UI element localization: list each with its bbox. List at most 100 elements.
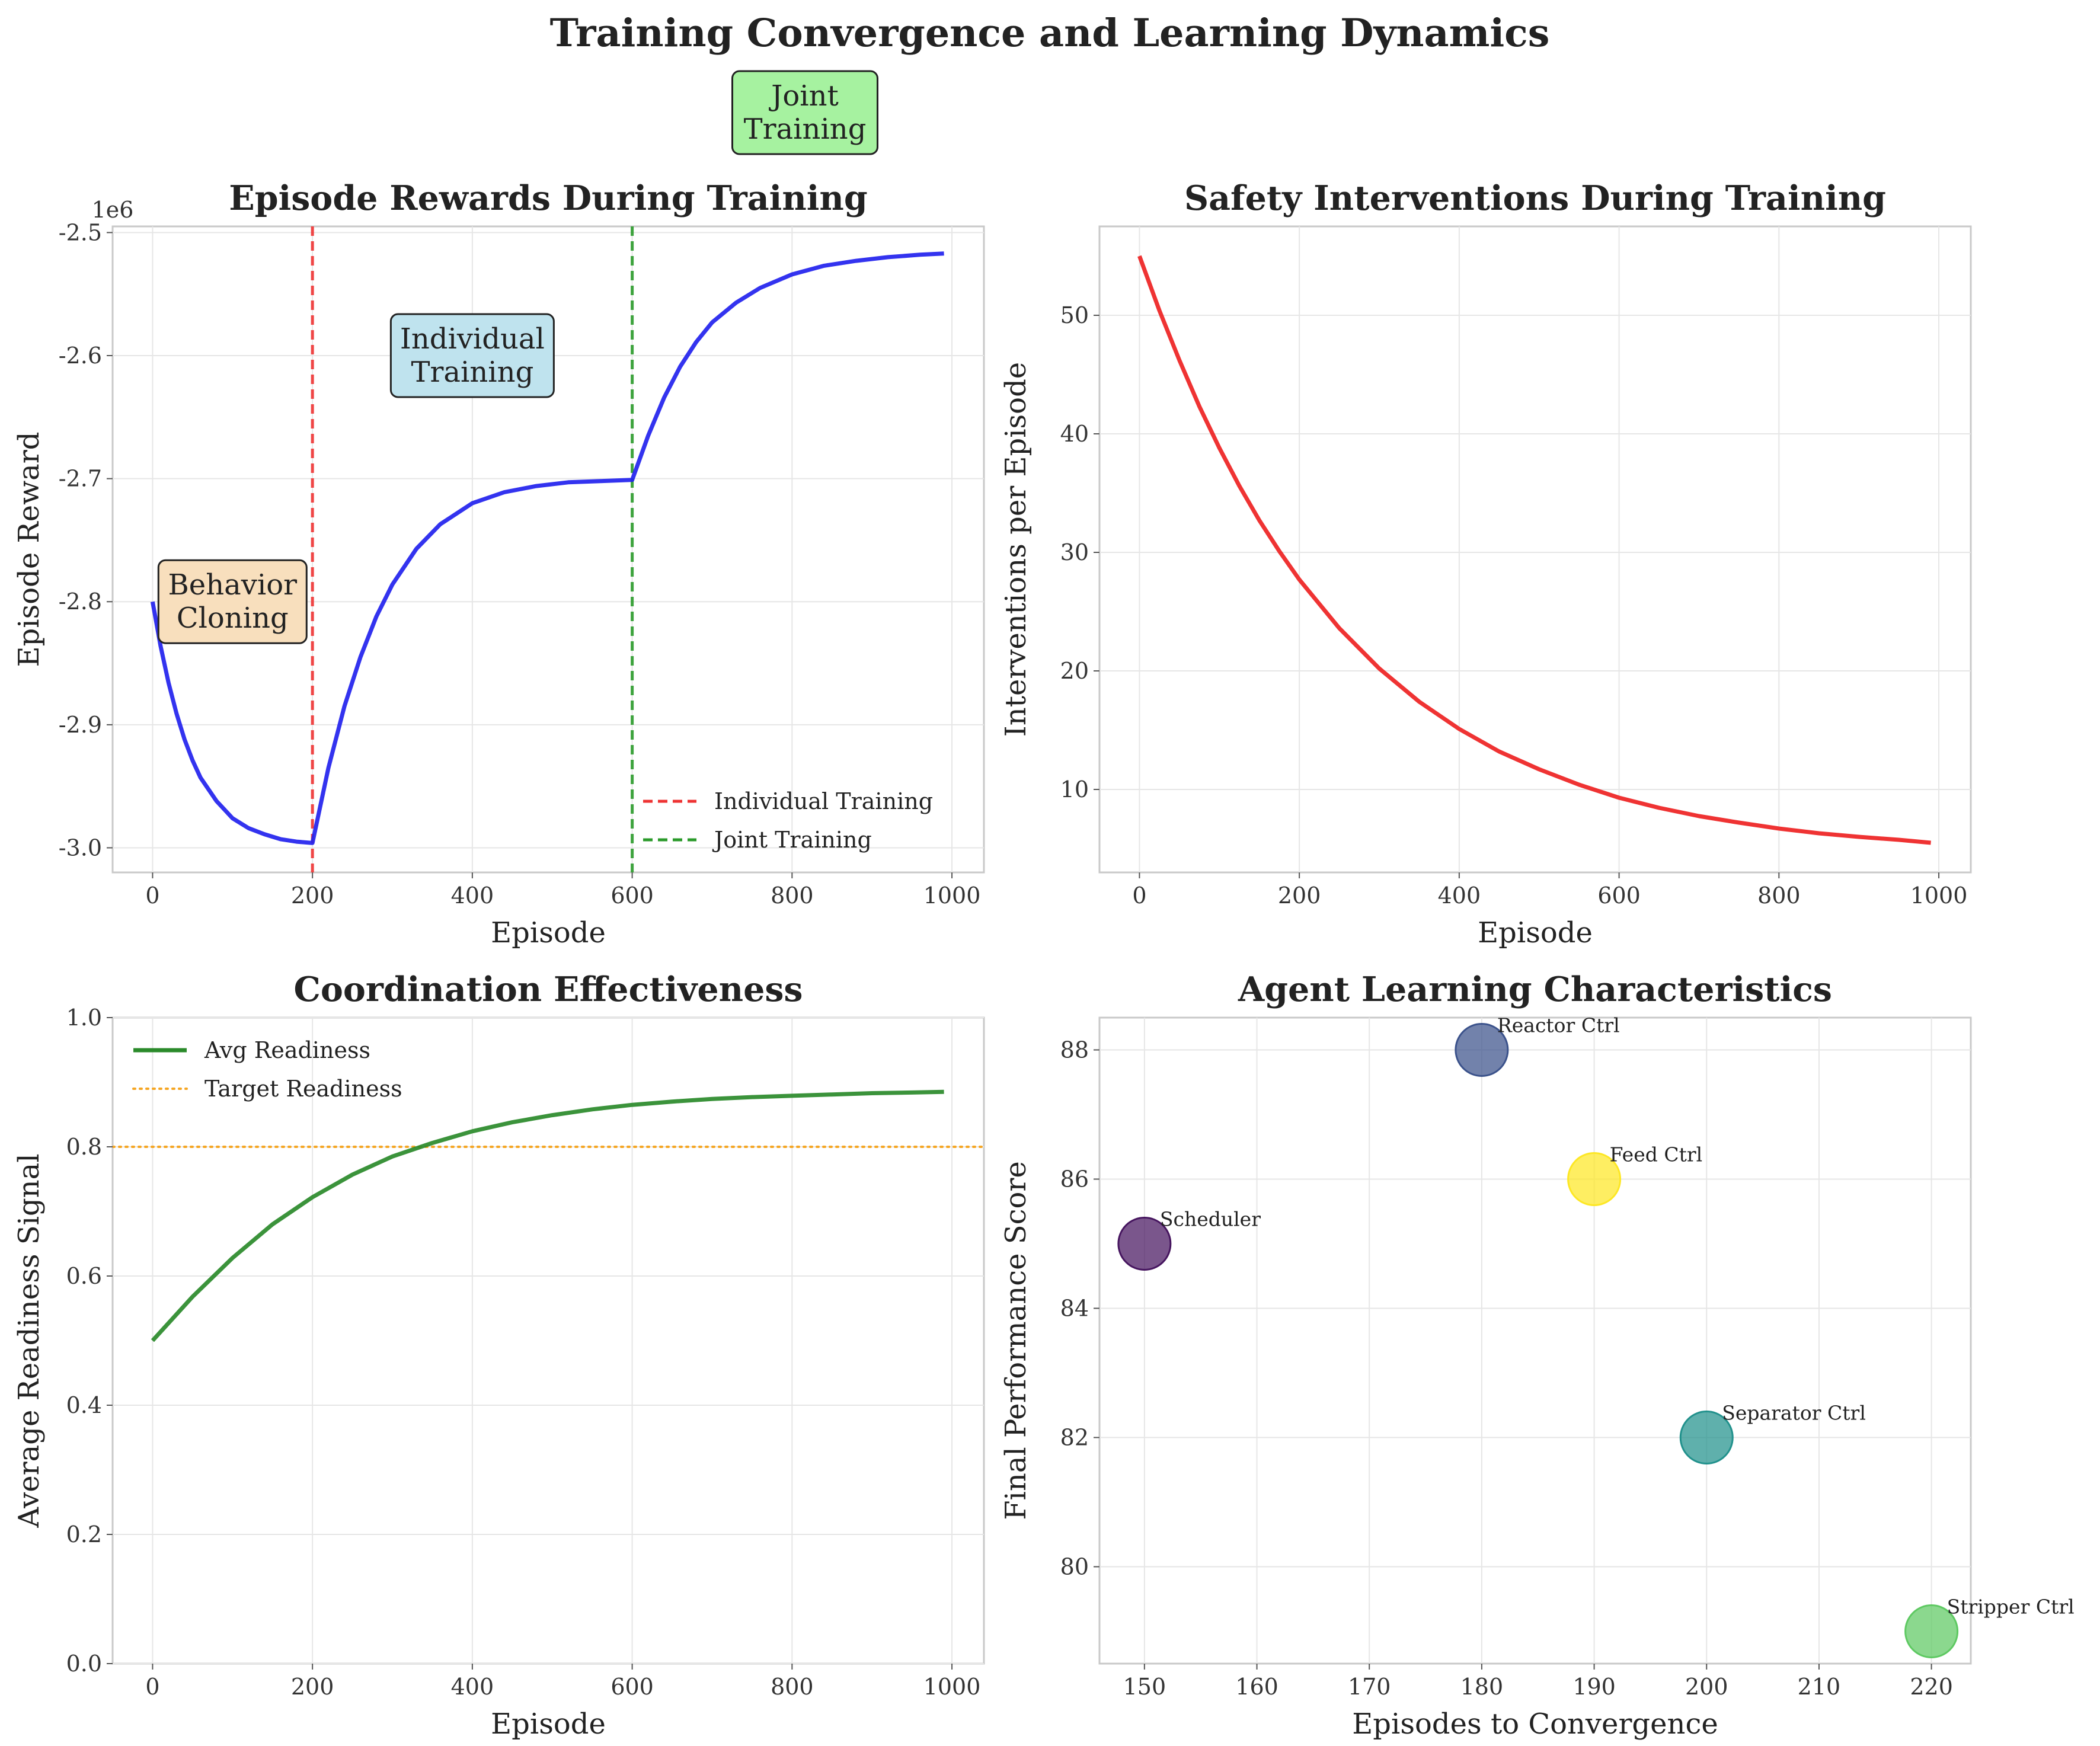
y-tick-label: 0.8 <box>66 1134 102 1160</box>
panel-title: Safety Interventions During Training <box>1184 178 1886 218</box>
y-tick-label: 0.0 <box>66 1651 102 1677</box>
x-tick-label: 600 <box>610 882 654 909</box>
y-tick-label: -2.9 <box>59 712 102 738</box>
panel-title: Agent Learning Characteristics <box>1238 970 1832 1009</box>
phase-annotation-box <box>389 313 555 398</box>
scatter-point <box>1679 1411 1734 1464</box>
point-label: Separator Ctrl <box>1722 1402 1866 1425</box>
x-tick-label: 0 <box>145 1674 159 1700</box>
y-tick-label: 86 <box>1060 1166 1089 1192</box>
y-tick-label: 0.6 <box>66 1263 102 1289</box>
y-tick-label: -2.6 <box>59 343 102 369</box>
x-tick-label: 190 <box>1572 1674 1616 1700</box>
x-tick-label: 180 <box>1460 1674 1504 1700</box>
legend-label: Joint Training <box>712 827 872 853</box>
x-axis-label: Episodes to Convergence <box>1352 1707 1718 1741</box>
point-label: Stripper Ctrl <box>1947 1595 2075 1619</box>
series-line <box>150 251 944 845</box>
plot-marks <box>113 1089 984 1342</box>
y-tick-label: 80 <box>1060 1554 1089 1580</box>
x-tick-label: 210 <box>1798 1674 1841 1700</box>
y-tick-label: 40 <box>1060 421 1089 447</box>
panel-title: Coordination Effectiveness <box>293 970 803 1009</box>
y-tick-label: 10 <box>1060 776 1089 802</box>
point-label: Scheduler <box>1160 1208 1261 1231</box>
plot-area <box>1098 225 1972 874</box>
y-axis-label: Final Performance Score <box>999 1161 1033 1520</box>
phase-annotation-text: Behavior <box>168 568 298 602</box>
x-tick-label: 1000 <box>1910 882 1968 909</box>
x-tick-label: 0 <box>1132 882 1146 909</box>
legend-label: Target Readiness <box>204 1076 402 1102</box>
plot-area <box>111 1016 985 1665</box>
point-label: Reactor Ctrl <box>1497 1014 1620 1037</box>
y-tick-label: 20 <box>1060 658 1089 684</box>
x-tick-label: 800 <box>771 1674 814 1700</box>
phase-annotation-text: Individual <box>400 322 545 356</box>
x-tick-label: 1000 <box>923 1674 981 1700</box>
banner-text: Joint <box>768 79 839 113</box>
x-tick-label: 400 <box>1438 882 1481 909</box>
x-axis-label: Episode <box>491 916 606 949</box>
scatter-point <box>1117 1217 1172 1271</box>
x-tick-label: 200 <box>291 1674 334 1700</box>
y-tick-label: -2.7 <box>59 466 102 492</box>
x-tick-label: 160 <box>1235 1674 1278 1700</box>
x-tick-label: 200 <box>1278 882 1321 909</box>
phase-annotation-text: Cloning <box>177 602 289 635</box>
panel-title: Episode Rewards During Training <box>229 178 867 218</box>
legend-label: Individual Training <box>714 788 933 814</box>
phase-annotation-text: Training <box>411 356 533 389</box>
scatter-point <box>1455 1023 1509 1077</box>
y-tick-label: 50 <box>1060 302 1089 328</box>
x-tick-label: 170 <box>1348 1674 1391 1700</box>
agent-learning-panel: 150 160 170 180 190 200 210 220 80 82 84 86 88 Agent … <box>999 970 2075 1741</box>
y-tick-label: 0.2 <box>66 1521 102 1547</box>
safety-interventions-panel: 0 200 400 600 800 1000 10 20 30 40 50 Safety Interv… <box>999 178 1972 949</box>
x-tick-label: 150 <box>1123 1674 1166 1700</box>
scatter-point <box>1567 1152 1622 1206</box>
banner-text: Training <box>744 113 867 146</box>
x-axis-label: Episode <box>1478 916 1593 949</box>
legend-label: Avg Readiness <box>204 1037 370 1063</box>
y-tick-label: 84 <box>1060 1296 1089 1322</box>
y-tick-label: 30 <box>1060 539 1089 565</box>
scatter-point <box>1904 1604 1959 1658</box>
x-tick-label: 200 <box>291 882 334 909</box>
x-tick-label: 800 <box>771 882 814 909</box>
x-tick-label: 400 <box>451 882 494 909</box>
series-line <box>1137 255 1931 845</box>
episode-rewards-panel: 0 200 400 600 800 1000 -3.0 -2.9 -2.8 -2.7 -2.6 -2.… <box>12 178 985 949</box>
y-axis-label: Average Readiness Signal <box>12 1153 46 1528</box>
y-tick-label: -2.5 <box>59 219 102 245</box>
x-tick-label: 200 <box>1685 1674 1728 1700</box>
x-tick-label: 600 <box>610 1674 654 1700</box>
y-axis-label: Episode Reward <box>12 432 46 667</box>
y-offset-text: 1e6 <box>92 197 134 223</box>
y-axis-label: Interventions per Episode <box>999 362 1033 737</box>
series-line <box>151 1089 944 1342</box>
x-tick-label: 800 <box>1757 882 1801 909</box>
x-tick-label: 1000 <box>923 882 981 909</box>
plot-marks <box>150 226 944 872</box>
y-tick-label: 88 <box>1060 1037 1089 1063</box>
plot-area <box>1098 1016 1972 1665</box>
phase-annotation-box <box>157 559 308 644</box>
banner-box <box>731 70 878 155</box>
x-tick-label: 0 <box>145 882 159 909</box>
x-tick-label: 600 <box>1597 882 1641 909</box>
point-label: Feed Ctrl <box>1610 1143 1703 1166</box>
figure-title: Training Convergence and Learning Dynami… <box>550 11 1550 56</box>
x-axis-label: Episode <box>491 1707 606 1741</box>
x-tick-label: 400 <box>451 1674 494 1700</box>
y-tick-label: -2.8 <box>59 589 102 615</box>
y-tick-label: 0.4 <box>66 1392 102 1418</box>
y-tick-label: 82 <box>1060 1425 1089 1451</box>
y-tick-label: 1.0 <box>66 1005 102 1031</box>
y-tick-label: -3.0 <box>59 834 102 861</box>
coordination-effectiveness-panel: 0 200 400 600 800 1000 0.0 0.2 0.4 0.6 0.8 1.0 Coord… <box>12 970 985 1741</box>
plot-marks <box>1137 255 1931 845</box>
x-tick-label: 220 <box>1910 1674 1953 1700</box>
